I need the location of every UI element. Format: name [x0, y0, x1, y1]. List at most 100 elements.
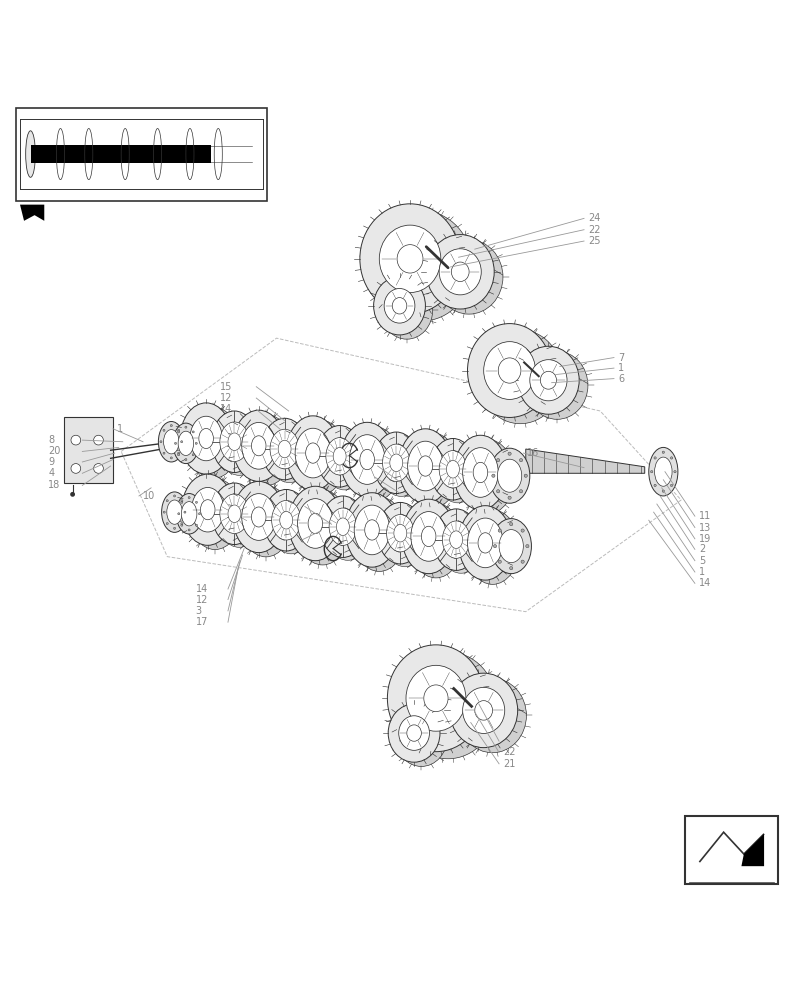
Ellipse shape [307, 513, 322, 534]
Ellipse shape [349, 435, 384, 484]
Ellipse shape [212, 411, 257, 472]
Ellipse shape [272, 500, 300, 540]
Ellipse shape [173, 423, 199, 464]
Circle shape [93, 464, 103, 473]
Ellipse shape [466, 510, 519, 584]
Circle shape [496, 459, 499, 462]
Circle shape [188, 529, 190, 531]
Circle shape [661, 490, 663, 492]
Ellipse shape [473, 462, 487, 483]
Ellipse shape [462, 448, 498, 497]
Ellipse shape [264, 489, 308, 551]
Ellipse shape [190, 416, 222, 461]
Circle shape [181, 524, 182, 526]
Ellipse shape [294, 428, 330, 478]
Circle shape [174, 495, 175, 497]
Ellipse shape [297, 499, 333, 548]
Circle shape [496, 490, 499, 493]
Ellipse shape [397, 245, 423, 273]
Text: 14: 14 [404, 489, 416, 499]
Ellipse shape [388, 704, 440, 762]
Ellipse shape [478, 330, 562, 424]
Circle shape [166, 523, 168, 525]
Ellipse shape [483, 342, 534, 399]
Ellipse shape [497, 459, 521, 492]
Ellipse shape [364, 520, 379, 540]
Ellipse shape [458, 506, 512, 580]
Circle shape [192, 454, 194, 456]
Ellipse shape [439, 451, 466, 488]
Ellipse shape [181, 502, 196, 526]
Ellipse shape [268, 492, 313, 554]
Ellipse shape [387, 645, 484, 752]
Text: 22: 22 [503, 747, 515, 757]
Ellipse shape [182, 474, 234, 545]
Ellipse shape [393, 524, 406, 542]
Circle shape [185, 459, 187, 461]
Text: 15: 15 [308, 501, 321, 511]
Ellipse shape [435, 441, 480, 503]
Circle shape [521, 560, 524, 563]
Ellipse shape [240, 486, 291, 557]
Ellipse shape [386, 515, 414, 552]
Text: 20: 20 [49, 446, 61, 456]
Ellipse shape [449, 673, 517, 748]
Circle shape [71, 435, 80, 445]
Ellipse shape [178, 431, 193, 455]
Ellipse shape [286, 416, 339, 490]
Text: 8: 8 [49, 435, 54, 445]
Text: 14: 14 [220, 404, 232, 414]
Ellipse shape [217, 414, 262, 475]
Circle shape [163, 452, 165, 454]
Ellipse shape [378, 435, 423, 496]
Circle shape [521, 529, 524, 532]
Ellipse shape [158, 422, 184, 462]
Circle shape [525, 545, 528, 548]
Ellipse shape [180, 403, 232, 474]
Ellipse shape [423, 685, 448, 712]
Ellipse shape [401, 499, 455, 574]
Circle shape [178, 429, 179, 431]
Text: 5: 5 [698, 556, 704, 566]
Ellipse shape [191, 487, 224, 532]
Ellipse shape [406, 725, 421, 741]
Text: 12: 12 [220, 393, 232, 403]
Circle shape [188, 497, 190, 499]
Ellipse shape [359, 449, 374, 470]
Ellipse shape [449, 531, 462, 548]
Ellipse shape [212, 483, 257, 545]
Circle shape [497, 560, 500, 563]
Ellipse shape [333, 448, 345, 465]
Ellipse shape [336, 518, 349, 535]
Ellipse shape [648, 447, 677, 496]
Circle shape [524, 474, 526, 477]
Ellipse shape [371, 211, 472, 321]
Ellipse shape [430, 438, 475, 500]
Ellipse shape [377, 502, 423, 564]
Text: 19: 19 [698, 534, 710, 544]
Ellipse shape [233, 481, 285, 553]
Ellipse shape [526, 351, 587, 419]
Ellipse shape [467, 518, 503, 568]
Ellipse shape [439, 249, 481, 295]
Text: 13: 13 [698, 523, 710, 533]
Ellipse shape [382, 505, 427, 567]
Ellipse shape [384, 288, 414, 323]
Ellipse shape [359, 204, 460, 314]
Ellipse shape [406, 433, 459, 507]
Ellipse shape [324, 499, 370, 560]
Ellipse shape [340, 422, 393, 497]
Ellipse shape [161, 492, 187, 532]
Circle shape [198, 513, 200, 515]
Circle shape [166, 500, 168, 502]
Ellipse shape [409, 503, 462, 578]
Ellipse shape [462, 687, 504, 733]
Circle shape [653, 457, 655, 459]
Ellipse shape [270, 429, 298, 469]
Polygon shape [740, 834, 763, 866]
Text: 25: 25 [587, 236, 600, 246]
Ellipse shape [251, 436, 266, 456]
Ellipse shape [474, 701, 492, 720]
FancyBboxPatch shape [16, 108, 267, 201]
Ellipse shape [233, 410, 285, 481]
